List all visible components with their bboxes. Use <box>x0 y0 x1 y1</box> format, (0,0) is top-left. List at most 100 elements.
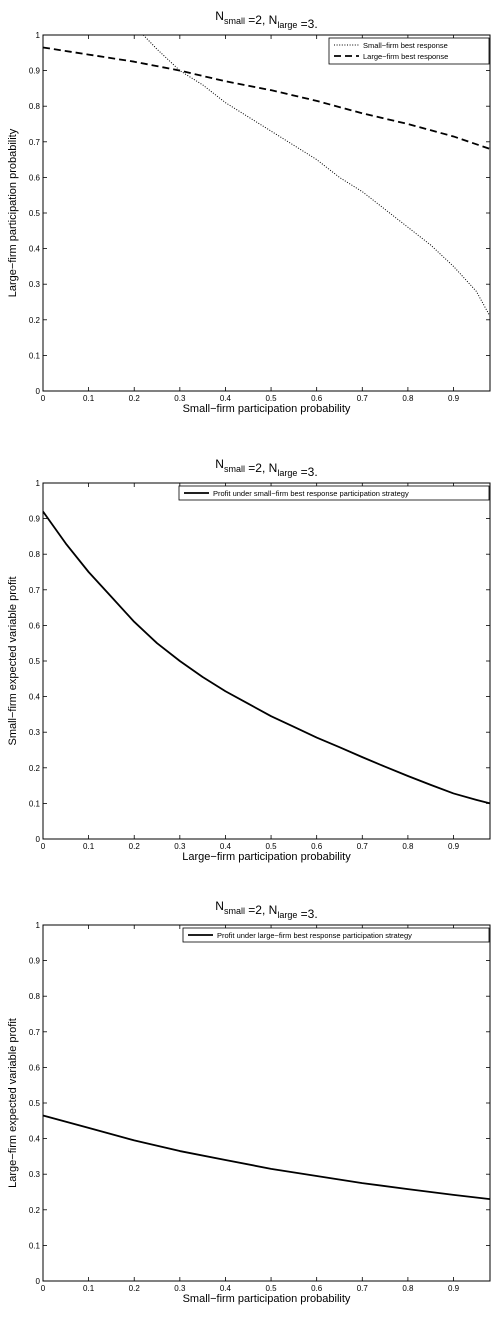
x-tick-label: 0.6 <box>311 394 323 403</box>
y-tick-label: 0.3 <box>29 728 41 737</box>
y-tick-label: 0.4 <box>29 693 41 702</box>
y-tick-label: 0.3 <box>29 1170 41 1179</box>
y-tick-label: 0.5 <box>29 657 41 666</box>
y-tick-label: 0.4 <box>29 1135 41 1144</box>
x-axis-label: Large−firm participation probability <box>182 851 351 863</box>
x-tick-label: 0.8 <box>402 394 414 403</box>
x-tick-label: 0.1 <box>83 394 95 403</box>
x-tick-label: 0.3 <box>174 1284 186 1293</box>
chart-svg: Nsmall =2, Nlarge =3. 0 0.1 0.2 0.3 0.4 0.5 0.6… <box>7 457 491 863</box>
title-part: N <box>215 899 224 913</box>
series-line <box>42 46 491 150</box>
series-line <box>42 510 491 805</box>
title-part: =2, N <box>245 903 277 917</box>
y-tick-label: 0.2 <box>29 1206 41 1215</box>
title-subscript: large <box>277 20 297 30</box>
y-tick-label: 0.1 <box>29 1241 41 1250</box>
legend-label: Large−firm best response <box>363 52 448 61</box>
y-axis-label: Small−firm expected variable profit <box>7 576 19 745</box>
y-tick-label: 0.8 <box>29 550 41 559</box>
y-tick-label: 0.8 <box>29 992 41 1001</box>
chart-large-firm-profit: Nsmall =2, Nlarge =3. 0 0.1 0.2 0.3 0.4 0.5 0.6… <box>0 890 491 1320</box>
y-axis-label: Large−firm participation probability <box>7 128 19 297</box>
y-tick-label: 0.1 <box>29 799 41 808</box>
x-tick-label: 0.8 <box>402 842 414 851</box>
x-tick-label: 0.7 <box>357 394 369 403</box>
x-tick-label: 0.7 <box>357 1284 369 1293</box>
title-subscript: small <box>224 906 245 916</box>
y-tick-label: 0.9 <box>29 515 41 524</box>
x-tick-label: 0.1 <box>83 842 95 851</box>
x-tick-label: 0 <box>41 394 46 403</box>
y-tick-label: 0.9 <box>29 957 41 966</box>
x-tick-label: 0.6 <box>311 1284 323 1293</box>
legend-box <box>178 485 490 501</box>
y-tick-label: 0.2 <box>29 764 41 773</box>
chart-title: Nsmall =2, Nlarge =3. <box>215 899 317 921</box>
y-tick-label: 1 <box>36 921 41 930</box>
x-tick-label: 0.3 <box>174 842 186 851</box>
title-subscript: small <box>224 16 245 26</box>
x-tick-label: 0.9 <box>448 1284 460 1293</box>
x-axis-label: Small−firm participation probability <box>183 403 351 415</box>
title-part: =3. <box>297 465 317 479</box>
legend-box <box>182 927 490 943</box>
y-tick-label: 0.6 <box>29 1063 41 1072</box>
x-tick-label: 0.7 <box>357 842 369 851</box>
x-tick-label: 0.2 <box>129 394 141 403</box>
y-tick-label: 0 <box>36 835 41 844</box>
title-part: =2, N <box>245 461 277 475</box>
y-tick-label: 0.5 <box>29 209 41 218</box>
x-axis-label: Small−firm participation probability <box>183 1293 351 1305</box>
x-tick-label: 0.9 <box>448 394 460 403</box>
y-tick-label: 0.7 <box>29 586 41 595</box>
title-subscript: large <box>277 468 297 478</box>
x-tick-label: 0.1 <box>83 1284 95 1293</box>
legend-label: Small−firm best response <box>363 41 448 50</box>
plot-area <box>42 482 491 840</box>
y-tick-label: 0.7 <box>29 138 41 147</box>
x-tick-label: 0.8 <box>402 1284 414 1293</box>
title-part: N <box>215 457 224 471</box>
plot-area <box>42 924 491 1282</box>
title-subscript: large <box>277 910 297 920</box>
x-tick-label: 0.5 <box>265 842 277 851</box>
x-tick-label: 0.9 <box>448 842 460 851</box>
series-line <box>42 1114 491 1201</box>
legend-label: Profit under small−firm best response pa… <box>213 489 409 498</box>
chart-title: Nsmall =2, Nlarge =3. <box>215 457 317 479</box>
y-tick-label: 0.9 <box>29 67 41 76</box>
plot-area <box>42 34 491 392</box>
y-tick-label: 0 <box>36 1277 41 1286</box>
legend-label: Profit under large−firm best response pa… <box>217 931 412 940</box>
chart-svg: Nsmall =2, Nlarge =3. 0 0.1 0.2 0.3 0.4 0.5 0.6… <box>7 9 491 415</box>
y-tick-label: 0.8 <box>29 102 41 111</box>
title-part: =3. <box>297 17 317 31</box>
series-line <box>142 34 491 317</box>
chart-best-responses: Nsmall =2, Nlarge =3. 0 0.1 0.2 0.3 0.4 0.5 0.6… <box>0 0 491 430</box>
x-tick-label: 0.5 <box>265 1284 277 1293</box>
y-tick-label: 0.1 <box>29 351 41 360</box>
y-tick-label: 0.2 <box>29 316 41 325</box>
x-tick-label: 0.5 <box>265 394 277 403</box>
x-tick-label: 0.4 <box>220 1284 232 1293</box>
y-tick-label: 1 <box>36 479 41 488</box>
y-tick-label: 0 <box>36 387 41 396</box>
title-part: =3. <box>297 907 317 921</box>
y-axis-label: Large−firm expected variable profit <box>7 1018 19 1188</box>
x-tick-label: 0 <box>41 1284 46 1293</box>
y-tick-label: 0.4 <box>29 245 41 254</box>
chart-title: Nsmall =2, Nlarge =3. <box>215 9 317 31</box>
x-tick-label: 0.4 <box>220 394 232 403</box>
x-tick-label: 0.2 <box>129 1284 141 1293</box>
y-tick-label: 1 <box>36 31 41 40</box>
x-tick-label: 0.6 <box>311 842 323 851</box>
x-tick-label: 0.3 <box>174 394 186 403</box>
legend-box <box>328 37 490 65</box>
x-tick-label: 0.4 <box>220 842 232 851</box>
title-part: N <box>215 9 224 23</box>
x-tick-label: 0.2 <box>129 842 141 851</box>
y-tick-label: 0.3 <box>29 280 41 289</box>
y-tick-label: 0.7 <box>29 1028 41 1037</box>
x-tick-label: 0 <box>41 842 46 851</box>
